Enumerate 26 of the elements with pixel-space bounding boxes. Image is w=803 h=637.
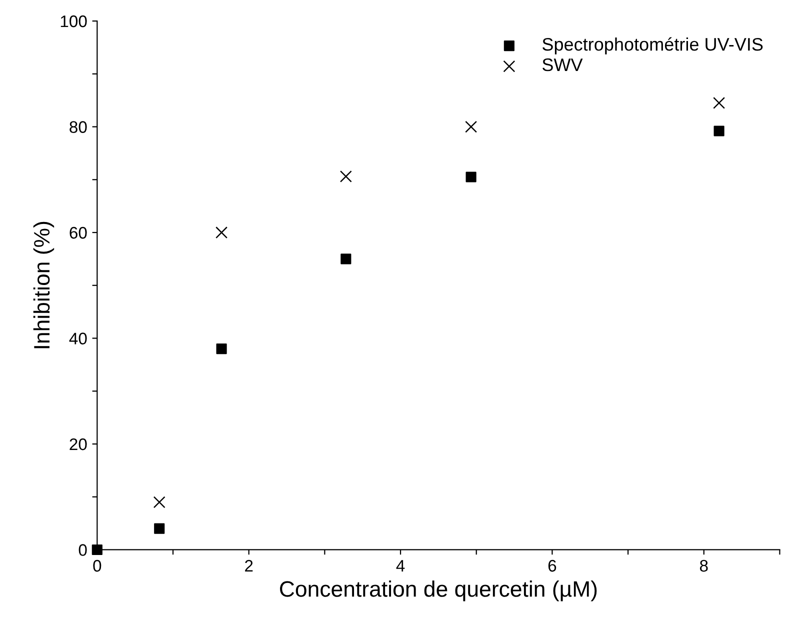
point — [92, 544, 102, 556]
point — [466, 172, 476, 182]
point — [340, 170, 352, 182]
x-tick-label: 0 — [93, 560, 102, 572]
x-tick-label: 6 — [548, 560, 556, 572]
legend-label: Spectrophotométrie UV-VIS — [542, 37, 763, 54]
x-tick-label: 8 — [700, 560, 708, 572]
point — [714, 126, 724, 136]
point — [153, 496, 166, 508]
x-tick-label: 2 — [245, 560, 253, 572]
point — [465, 120, 478, 133]
point — [216, 344, 227, 354]
y-tick-label: 60 — [70, 226, 87, 239]
point — [216, 226, 228, 239]
point — [340, 254, 352, 264]
y-tick-label: 40 — [69, 332, 87, 344]
y-tick-label: 0 — [78, 544, 87, 556]
x-axis-title: Concentration de quercetin (µM) — [280, 580, 597, 602]
x-tick-label: 4 — [396, 560, 405, 572]
y-axis-title: Inhibition (%) — [33, 222, 54, 348]
y-tick-label: 80 — [70, 121, 87, 133]
point — [154, 523, 165, 534]
point — [713, 96, 726, 109]
y-tick-label: 100 — [60, 15, 87, 28]
legend-label: SWV — [542, 58, 583, 72]
y-tick-label: 20 — [70, 438, 87, 450]
